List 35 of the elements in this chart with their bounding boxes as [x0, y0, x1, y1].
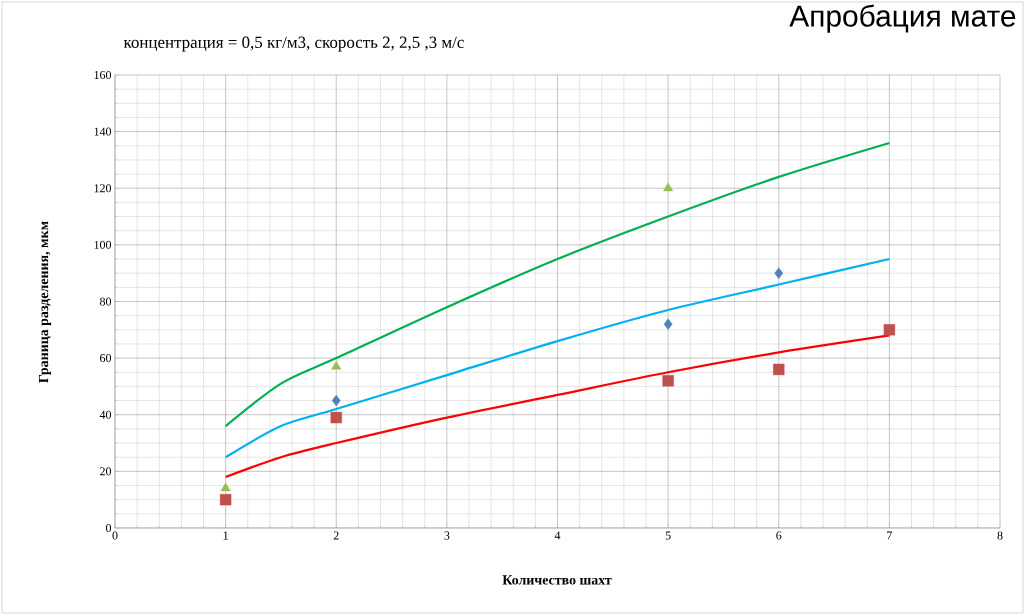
line-series [224, 257, 891, 459]
y-tick-label: 160 [94, 70, 112, 80]
x-tick-label: 2 [333, 531, 339, 540]
point [331, 394, 341, 407]
y-tick-label: 140 [94, 127, 112, 136]
y-tick-label: 100 [94, 240, 112, 249]
point [662, 375, 674, 387]
point [220, 482, 231, 492]
point [331, 360, 342, 370]
x-tick-label: 3 [444, 531, 450, 540]
text: Апробация мате [789, 4, 1016, 33]
y-axis-title: Граница разделения, мкм [38, 221, 52, 383]
y-tick-label: 0 [105, 523, 112, 533]
point [773, 363, 785, 376]
x-tick-label: 0 [112, 531, 118, 540]
point [219, 493, 232, 506]
chart-title: концентрация = 0,5 кг/м3, скорость 2, 2,5 ,3 м/с [123, 36, 464, 52]
point [330, 411, 342, 424]
y-tick-label: 40 [99, 410, 112, 419]
x-tick-label: 4 [554, 531, 561, 540]
y-tick-label: 20 [100, 467, 112, 476]
point [663, 318, 673, 330]
y-tick-label: 60 [100, 354, 112, 363]
point [774, 267, 784, 279]
x-tick-label: 5 [665, 531, 671, 540]
y-tick-label: 80 [99, 297, 112, 306]
x-tick-label: 6 [776, 531, 782, 540]
line-series [224, 141, 891, 428]
x-tick-label: 1 [223, 531, 228, 540]
y-tick-label: 120 [94, 184, 112, 193]
x-tick-label: 8 [997, 531, 1003, 540]
point [883, 324, 896, 336]
x-axis-title: Количество шахт [502, 575, 612, 585]
point [663, 182, 674, 192]
x-tick-label: 7 [887, 531, 893, 540]
